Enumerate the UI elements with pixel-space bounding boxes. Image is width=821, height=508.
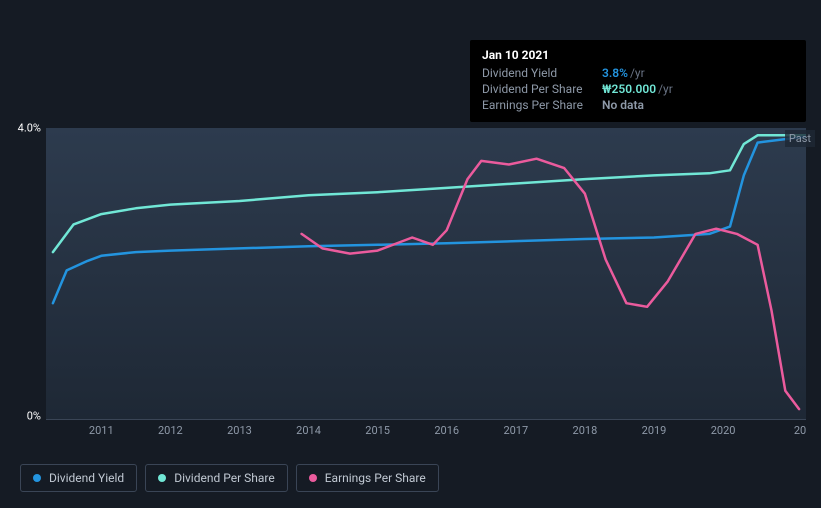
tooltip-value: No data [602, 98, 646, 112]
x-tick: 2015 [365, 424, 390, 437]
tooltip-row-2: Earnings Per Share No data [482, 98, 794, 112]
legend: Dividend Yield Dividend Per Share Earnin… [20, 464, 439, 492]
x-tick: 2017 [503, 424, 528, 437]
legend-item-dividend-yield[interactable]: Dividend Yield [20, 464, 137, 492]
x-tick: 2019 [642, 424, 667, 437]
tooltip-value: 3.8%/yr [602, 66, 645, 80]
x-tick: 2012 [158, 424, 183, 437]
tooltip-row-0: Dividend Yield 3.8%/yr [482, 66, 794, 80]
y-tick-max: 4.0% [1, 122, 41, 135]
x-tick: 2018 [573, 424, 598, 437]
legend-dot [33, 474, 41, 482]
x-tick: 2016 [434, 424, 459, 437]
x-tick: 2013 [227, 424, 252, 437]
x-tick: 2020 [711, 424, 736, 437]
tooltip-date: Jan 10 2021 [482, 48, 794, 62]
y-tick-min: 0% [1, 410, 41, 423]
x-tick-truncated: 20 [794, 424, 806, 437]
x-tick: 2011 [89, 424, 114, 437]
tooltip-value: ₩250.000/yr [602, 82, 673, 96]
tooltip-label: Dividend Yield [482, 66, 602, 80]
chart-lines [46, 128, 806, 420]
legend-label: Dividend Yield [49, 471, 124, 485]
tooltip-row-1: Dividend Per Share ₩250.000/yr [482, 82, 794, 96]
legend-dot [158, 474, 166, 482]
x-tick: 2014 [296, 424, 321, 437]
legend-item-dividend-per-share[interactable]: Dividend Per Share [145, 464, 288, 492]
legend-item-earnings-per-share[interactable]: Earnings Per Share [296, 464, 439, 492]
legend-dot [309, 474, 317, 482]
line-dividend-yield [53, 137, 806, 303]
past-badge: Past [785, 130, 815, 147]
tooltip-label: Dividend Per Share [482, 82, 602, 96]
line-earnings-per-share [302, 159, 799, 409]
tooltip-box: Jan 10 2021 Dividend Yield 3.8%/yr Divid… [470, 40, 806, 122]
legend-label: Earnings Per Share [325, 471, 426, 485]
tooltip-label: Earnings Per Share [482, 98, 602, 112]
legend-label: Dividend Per Share [174, 471, 275, 485]
